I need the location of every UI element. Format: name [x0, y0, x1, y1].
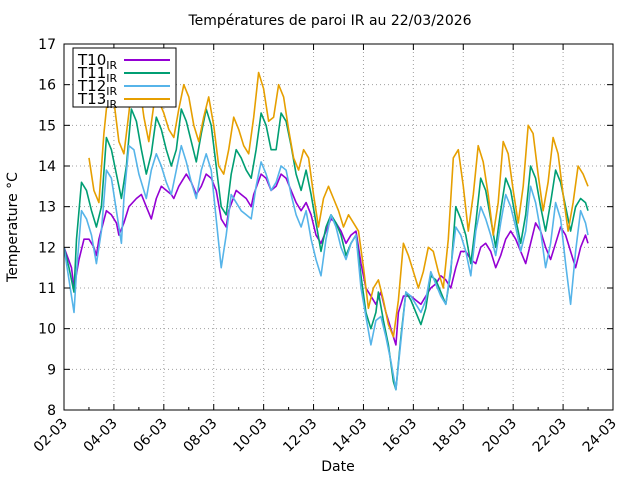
series-layer	[64, 63, 589, 391]
y-tick-label: 9	[47, 362, 56, 378]
y-tick-label: 17	[38, 37, 56, 53]
y-tick-label: 11	[38, 281, 56, 297]
y-tick-label: 12	[38, 240, 56, 256]
y-tick-label: 8	[47, 403, 56, 419]
legend-label-t11: T11IR	[77, 64, 117, 85]
legend-box	[72, 47, 177, 108]
y-tick-label: 13	[38, 200, 56, 216]
chart-title: Températures de paroi IR au 22/03/2026	[187, 13, 471, 29]
x-axis-title: Date	[321, 459, 354, 475]
legend-label-t13: T13IR	[77, 90, 117, 111]
series-line-t12	[64, 144, 589, 391]
y-tick-label: 15	[38, 118, 56, 134]
y-tick-label: 16	[38, 78, 56, 94]
legend-label-t12: T12IR	[77, 77, 117, 98]
y-tick-label: 14	[38, 159, 56, 175]
y-tick-label: 10	[38, 322, 56, 338]
series-line-t11	[64, 108, 589, 391]
tick-layer	[63, 43, 614, 411]
series-line-t10	[64, 173, 589, 346]
legend-label-t10: T10IR	[77, 51, 117, 72]
series-line-t13	[88, 63, 589, 338]
y-axis-title: Temperature °C	[5, 172, 21, 283]
